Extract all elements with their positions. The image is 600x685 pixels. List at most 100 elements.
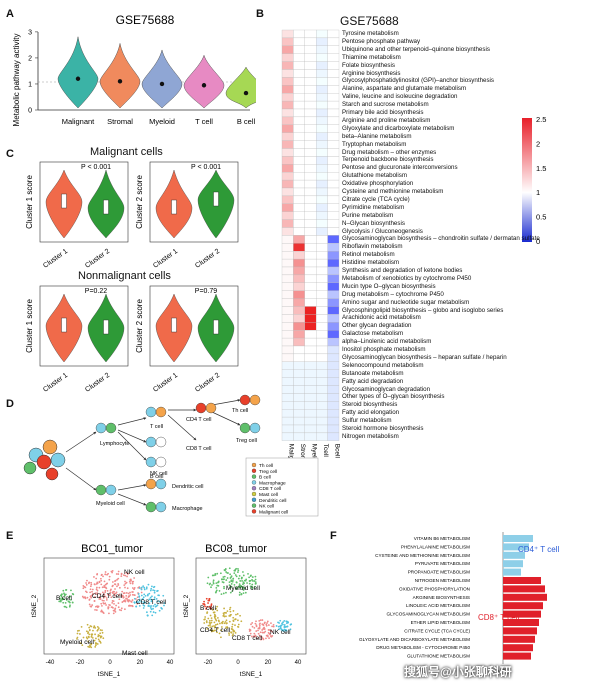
heatmap-row-label: Metabolism of xenobiotics by cytochrome …	[342, 274, 472, 282]
pathway-label: NITROGEN METABOLISM	[415, 578, 470, 583]
tsne-point	[242, 589, 245, 591]
heatmap-row-label: Oxidative phosphorylation	[342, 180, 414, 188]
panel-a-ytick-label: 1	[28, 81, 32, 88]
tsne-point	[212, 630, 215, 633]
tsne-point	[130, 601, 133, 603]
tsne-point	[268, 629, 271, 631]
tsne-point	[216, 605, 219, 608]
tsne-point	[147, 605, 150, 608]
tsne-point	[205, 597, 208, 600]
tsne-point	[100, 602, 103, 605]
tsne-point	[220, 626, 223, 628]
tsne-point	[86, 637, 89, 640]
tsne-point	[252, 635, 255, 638]
tsne-point	[88, 633, 91, 636]
tsne-point	[94, 646, 97, 648]
violin-stromal	[99, 43, 141, 109]
tsne-point	[250, 635, 253, 638]
panel-c-title-malignant: Malignant cells	[90, 146, 163, 158]
tsne-point	[261, 631, 264, 634]
tsne-point	[211, 625, 214, 628]
tsne-point	[207, 602, 209, 604]
tsne-point	[223, 622, 226, 625]
tsne-point	[263, 626, 265, 629]
tsne-point	[99, 629, 102, 631]
tsne-point	[104, 595, 107, 598]
tsne-point	[105, 599, 108, 601]
tsne-point	[111, 606, 114, 609]
lineage-label: Lymphocyte	[100, 441, 129, 447]
tsne-point	[203, 603, 206, 606]
tsne-point	[208, 619, 211, 622]
tsne-point	[211, 608, 214, 611]
tsne-point	[102, 575, 104, 578]
tsne-point	[79, 633, 81, 635]
cell-icon	[155, 406, 167, 418]
tsne-point	[224, 620, 227, 623]
heatmap-row-label: Histidine metabolism	[342, 259, 400, 267]
tsne-point	[131, 587, 134, 589]
tsne-point	[270, 622, 272, 625]
tsne-point	[99, 577, 102, 580]
nes-bar-cd8	[503, 627, 537, 635]
tsne-point	[228, 608, 231, 611]
lineage-label: Myeloid cell	[96, 501, 125, 507]
tsne-point	[69, 604, 71, 607]
tsne-point	[207, 599, 210, 602]
panel-c-boxplot	[61, 193, 67, 209]
heatmap-row-label: Drug metabolism – other enzymes	[342, 148, 437, 156]
tsne-point	[87, 635, 90, 638]
tsne-point	[108, 612, 110, 615]
tsne-point	[209, 626, 212, 629]
tsne-point	[142, 596, 145, 599]
tsne-point	[283, 628, 286, 631]
tsne-point	[245, 578, 248, 581]
tsne-point	[212, 611, 215, 614]
tsne-point	[255, 620, 257, 623]
tsne-point	[248, 576, 251, 579]
tsne-point	[236, 587, 238, 590]
tsne-point	[250, 623, 252, 626]
tsne-point	[222, 592, 225, 595]
tsne-point	[89, 645, 92, 648]
legend-swatch	[251, 486, 257, 491]
tsne-point	[93, 599, 96, 602]
tsne-point	[278, 622, 281, 624]
tsne-point	[205, 621, 208, 624]
tsne-point	[136, 602, 139, 605]
panel-letter-d: D	[6, 398, 14, 410]
heatmap-row-label: Steroid hormone biosynthesis	[342, 425, 424, 432]
tsne-point	[216, 627, 219, 630]
tsne-point	[137, 586, 140, 589]
panel-c-boxplot	[61, 317, 67, 333]
heatmap-row-label: Other glycan degradation	[342, 322, 412, 330]
tsne-point	[215, 607, 218, 610]
tsne-point	[251, 580, 254, 582]
tsne-point	[101, 591, 104, 594]
tsne-point	[146, 614, 149, 617]
tsne-point	[136, 596, 139, 599]
tsne-point	[115, 604, 117, 607]
tsne-point	[105, 587, 108, 590]
tsne-point	[117, 573, 120, 575]
heatmap-legend-tick: 2	[536, 139, 540, 148]
tsne-point	[149, 589, 152, 592]
tsne-point	[257, 629, 259, 632]
tsne-point	[79, 642, 82, 645]
tsne-point	[209, 624, 211, 627]
tsne-point	[88, 626, 91, 629]
tsne-point	[100, 574, 103, 577]
tsne-point	[148, 592, 151, 595]
tsne-point	[120, 572, 123, 575]
cell-icon	[155, 436, 167, 448]
tsne-point	[237, 619, 239, 622]
tsne-point	[143, 593, 146, 596]
panel-c-pvalue: P=0.22	[85, 288, 107, 295]
tsne-point	[117, 570, 120, 573]
nes-bar-cd8	[503, 644, 533, 652]
tsne-point	[238, 574, 241, 577]
heatmap-row-label: Tyrosine metabolism	[342, 30, 399, 37]
tsne-point	[267, 624, 270, 626]
tsne-point	[85, 583, 88, 586]
tsne-point	[210, 617, 213, 620]
